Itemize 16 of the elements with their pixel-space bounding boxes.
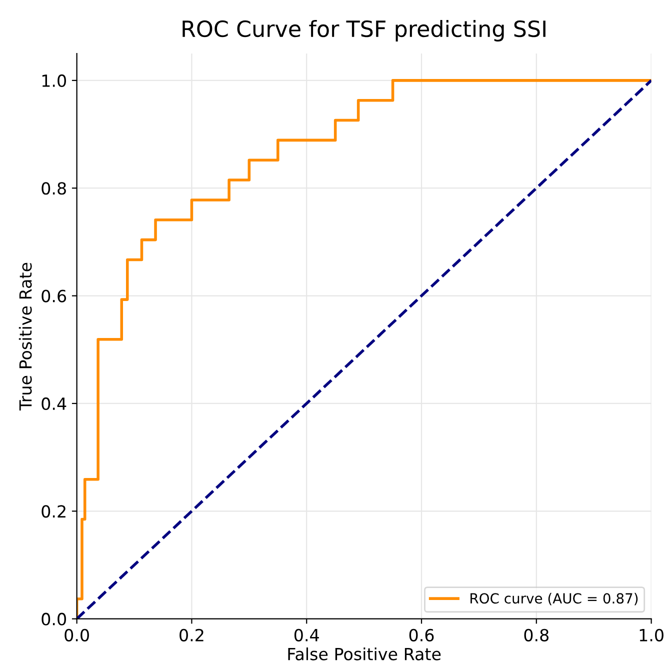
x-tick-label: 0.6 xyxy=(409,628,434,642)
y-tick-label: 0.6 xyxy=(42,290,66,302)
x-tick-label: 0.2 xyxy=(180,628,204,642)
x-axis-title: False Positive Rate xyxy=(288,647,441,660)
text: 1.0 xyxy=(42,74,66,88)
y-axis-title: True Positive Rate xyxy=(18,262,32,410)
text: 1.0 xyxy=(640,628,664,642)
chart-title: ROC Curve for TSF predicting SSI xyxy=(182,20,546,42)
y-tick-label: 0.2 xyxy=(42,505,66,518)
legend-label: ROC curve (AUC = 0.87) xyxy=(470,592,638,606)
text: 0.0 xyxy=(42,612,66,626)
x-tick-label: 0.4 xyxy=(294,628,319,642)
y-tick-label: 0.4 xyxy=(42,397,66,410)
x-tick-label: 0.8 xyxy=(524,628,549,642)
y-tick-label: 0.8 xyxy=(42,182,66,195)
text: 0.0 xyxy=(64,628,89,642)
